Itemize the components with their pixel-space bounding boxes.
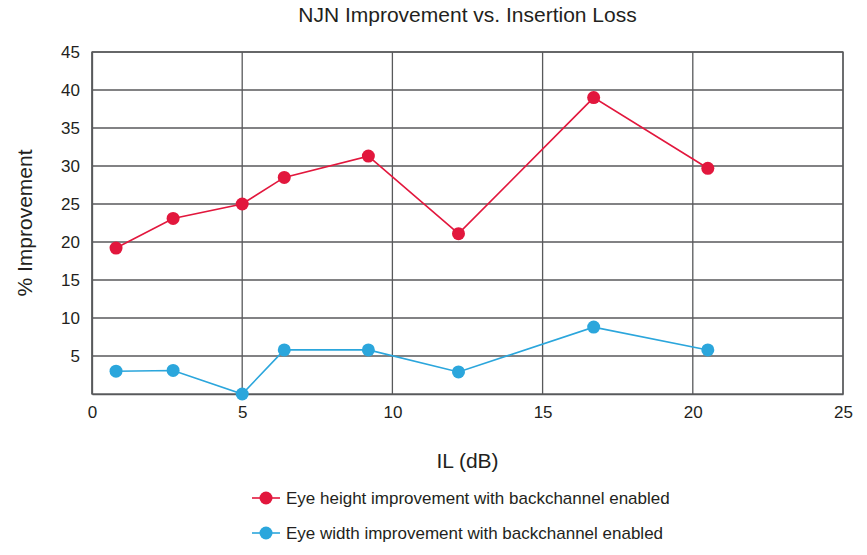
series-point [587,91,600,104]
series-line [116,98,708,248]
grid-line [92,165,843,166]
series-point [167,212,180,225]
series-point [110,242,123,255]
x-tick-label: 0 [88,403,97,422]
legend-label: Eye height improvement with backchannel … [286,489,670,508]
series-line [116,327,708,394]
grid-line [542,52,543,394]
x-tick: 0 [88,394,97,422]
x-tick-label: 10 [383,403,402,422]
x-axis-line [93,394,844,395]
grid-line [92,241,843,242]
series-point [167,364,180,377]
y-tick: 40 [61,81,92,100]
series-point [452,365,465,378]
y-tick-label: 45 [61,43,80,62]
x-tick-label: 15 [534,403,553,422]
series-point [278,343,291,356]
grid-line [692,52,693,394]
series-point [236,198,249,211]
y-tick-label: 10 [61,309,80,328]
grid-line [92,317,843,318]
legend-item: Eye height improvement with backchannel … [252,489,670,508]
y-tick: 45 [61,43,92,62]
grid-line [92,127,843,128]
y-axis: 5 10 15 20 25 30 35 40 45 [61,43,92,395]
grid-line [92,279,843,280]
x-tick-label: 5 [238,403,247,422]
grid-line [242,52,243,394]
y-tick: 25 [61,195,92,214]
grid-line [92,355,843,356]
series-point [701,162,714,175]
grid-line [92,89,843,90]
legend-marker [260,492,273,505]
legend-label: Eye width improvement with backchannel e… [286,524,663,543]
plot-frame [92,52,843,394]
x-tick-label: 20 [684,403,703,422]
chart: NJN Improvement vs. Insertion Loss 0 5 10 15… [0,0,867,555]
series-group [110,91,715,400]
y-tick: 10 [61,309,92,328]
y-tick: 5 [71,347,92,366]
y-tick: 20 [61,233,92,252]
x-tick: 25 [834,394,853,422]
y-tick-label: 15 [61,271,80,290]
y-tick-label: 40 [61,81,80,100]
y-tick: 15 [61,271,92,290]
series-point [278,171,291,184]
grid-line [392,52,393,394]
x-tick-label: 25 [834,403,853,422]
title: NJN Improvement vs. Insertion Loss [298,3,636,26]
series-point [452,227,465,240]
grid [92,52,843,394]
x-tick: 15 [534,394,553,422]
y-tick: 30 [61,157,92,176]
series-point [701,343,714,356]
y-tick-label: 25 [61,195,80,214]
series-point [110,365,123,378]
grid-line [92,203,843,204]
series-point [362,343,375,356]
legend: Eye height improvement with backchannel … [252,489,670,543]
y-tick-label: 35 [61,119,80,138]
x-tick: 10 [383,394,402,422]
y-tick-label: 5 [71,347,80,366]
y-tick: 35 [61,119,92,138]
y-axis-title: % Improvement [13,149,36,296]
series-point [236,388,249,401]
y-tick-label: 30 [61,157,80,176]
plot: 0 5 10 15 20 25 5 10 15 20 25 30 35 40 45 [61,43,853,422]
y-axis-line [92,53,93,395]
x-axis: 0 5 10 15 20 25 [88,394,853,422]
x-axis-title: IL (dB) [436,449,498,472]
legend-marker [260,527,273,540]
y-tick-label: 20 [61,233,80,252]
series-point [362,150,375,163]
x-tick: 20 [684,394,703,422]
legend-item: Eye width improvement with backchannel e… [252,524,663,543]
series-point [587,321,600,334]
